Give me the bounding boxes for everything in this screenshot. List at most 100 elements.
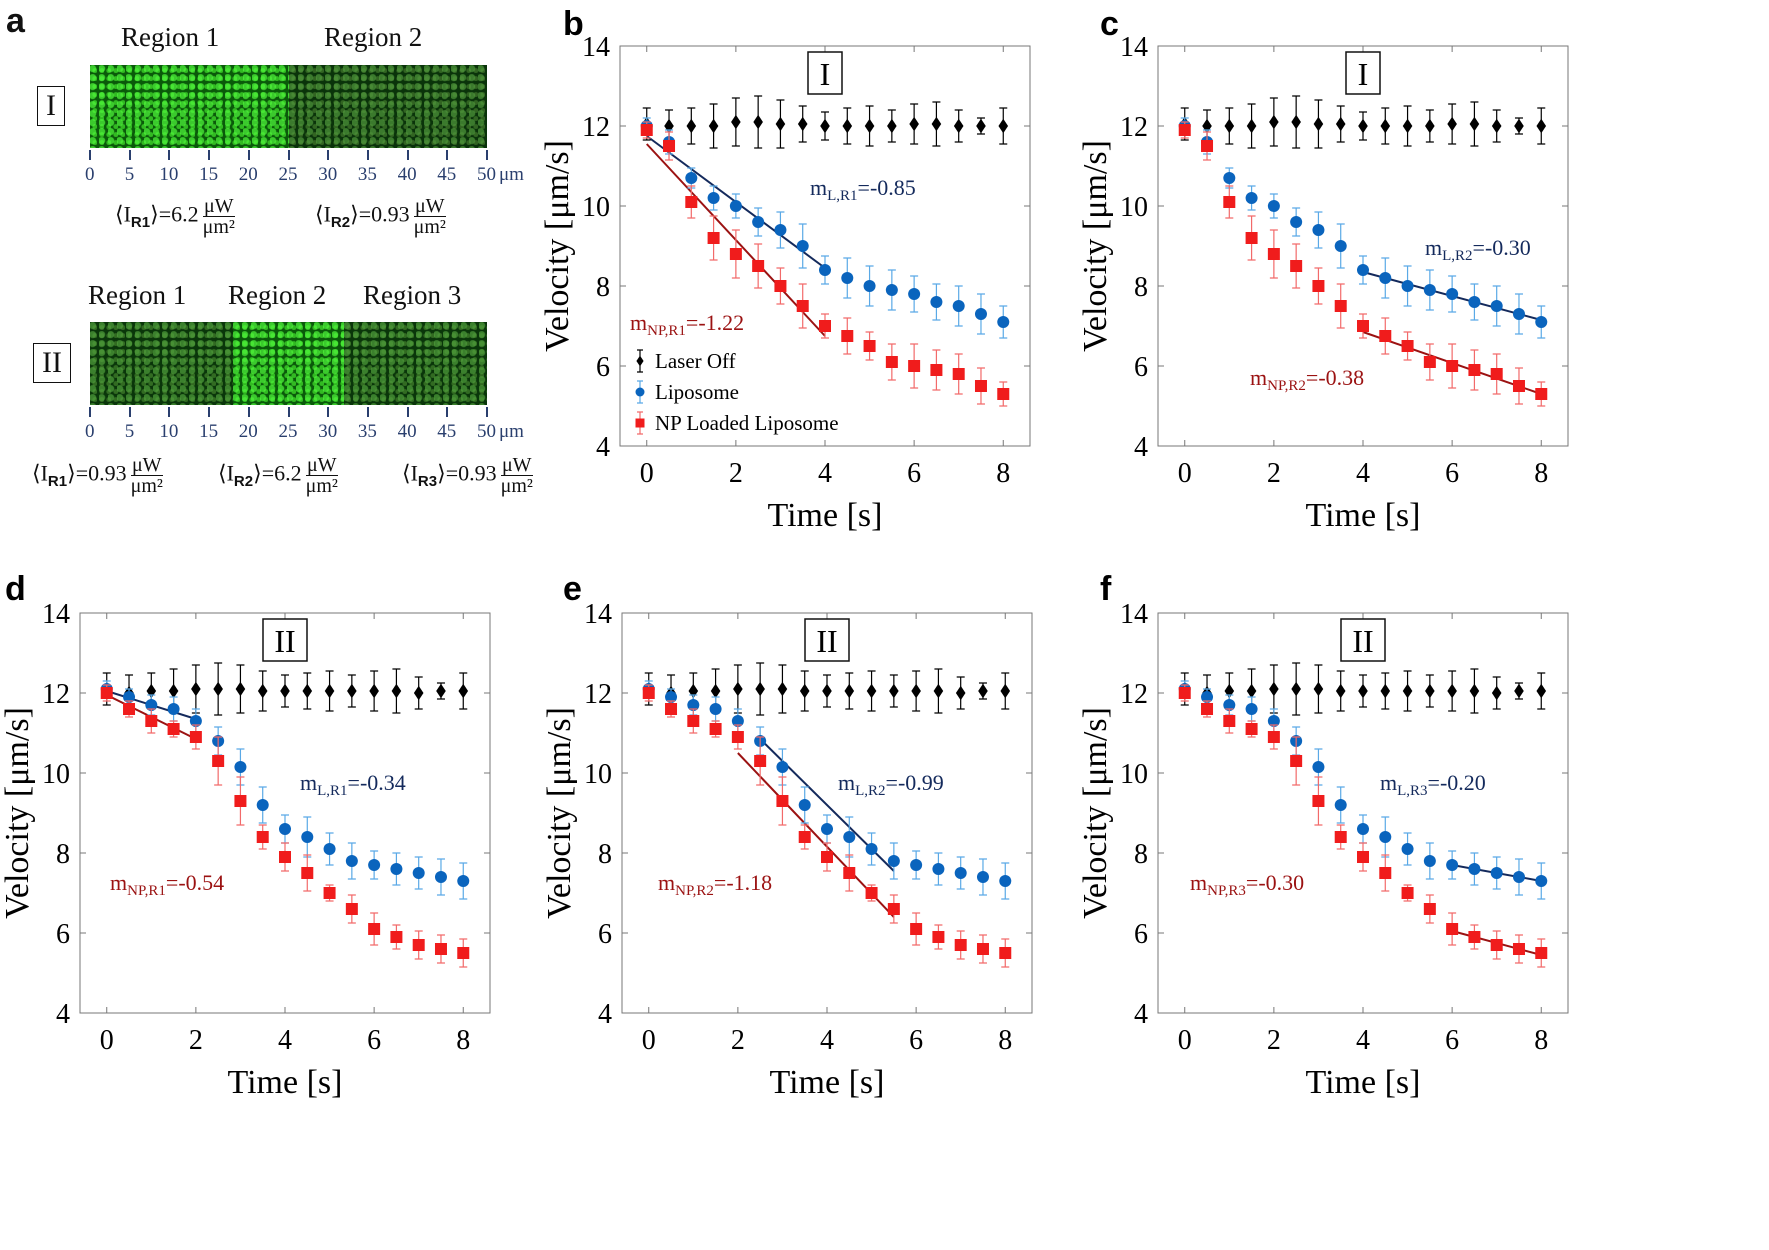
data-point — [752, 216, 765, 228]
data-point — [997, 316, 1010, 328]
y-axis-label: Velocity [μm/s] — [0, 707, 36, 919]
data-point — [775, 116, 786, 132]
y-tick-label: 4 — [56, 999, 70, 1030]
scale-tick-label: 40 — [397, 421, 417, 442]
inset-label-box — [262, 618, 308, 662]
data-point — [1202, 118, 1212, 134]
series-square — [640, 121, 1010, 407]
slope-symbol: m — [838, 770, 855, 795]
scale-tick — [287, 407, 290, 417]
data-point — [323, 843, 336, 855]
slope-value: =-0.30 — [1246, 870, 1304, 895]
x-tick-label: 4 — [820, 1025, 834, 1056]
x-tick-label: 2 — [189, 1025, 203, 1056]
data-point — [280, 683, 290, 699]
data-point — [707, 232, 720, 244]
data-point — [1490, 939, 1503, 951]
data-point — [301, 867, 314, 879]
chart-panel-f: f 0 2 4 6 8 4 6 8 10 12 14 Time [s] Velocity [μm/s] II… — [1077, 570, 1569, 1101]
slope-symbol: m — [1380, 770, 1397, 795]
data-point — [1402, 683, 1413, 699]
fluorescence-image-region — [288, 65, 487, 148]
series-square — [642, 684, 1012, 968]
data-point — [887, 118, 897, 134]
y-tick-label: 8 — [1134, 839, 1148, 870]
data-point — [864, 118, 875, 134]
data-point — [1291, 681, 1301, 697]
x-axis-label: Time [s] — [1306, 1064, 1421, 1101]
scale-tick — [128, 150, 131, 160]
data-point — [1357, 851, 1369, 863]
data-point — [844, 683, 855, 699]
data-point — [796, 300, 809, 312]
data-point — [974, 308, 987, 320]
data-point — [1290, 755, 1303, 767]
slope-value: =-0.99 — [886, 770, 944, 795]
data-point — [1402, 118, 1413, 134]
data-point — [687, 699, 700, 711]
data-point — [1512, 380, 1525, 392]
data-point — [729, 200, 742, 212]
data-point — [412, 939, 425, 951]
slope-subscript: NP,R2 — [1267, 378, 1306, 394]
data-point — [640, 124, 653, 136]
row-label-II: II — [33, 343, 71, 383]
chart-panel-b: b 0 2 4 6 8 4 6 8 10 12 14 Time [s] Velocity [μm/s] Im… — [539, 5, 1031, 534]
intensity-unit: μW μm² — [202, 196, 235, 238]
intensity-pre: ⟨I — [115, 201, 131, 227]
data-point — [368, 923, 381, 935]
data-point — [1334, 240, 1347, 252]
slope-subscript: NP,R3 — [1207, 883, 1246, 899]
data-point — [412, 867, 425, 879]
scale-tick-label: 10 — [159, 421, 179, 442]
slope-subscript: L,R1 — [827, 188, 857, 204]
panel-letter: d — [5, 570, 26, 608]
data-point — [368, 859, 381, 871]
x-axis-label: Time [s] — [768, 497, 883, 534]
data-point — [822, 683, 832, 699]
x-tick-label: 0 — [1178, 458, 1192, 489]
data-point — [145, 699, 158, 711]
data-point — [1512, 871, 1525, 883]
scale-tick-label: 25 — [278, 164, 298, 185]
intensity-label: ⟨IR3⟩=0.93 μW μm² — [402, 455, 533, 496]
unit-denominator: μm² — [202, 216, 235, 238]
plot-frame — [1157, 612, 1569, 1014]
x-axis-label: Time [s] — [228, 1064, 343, 1101]
data-point — [955, 685, 966, 701]
y-tick-label: 14 — [1120, 599, 1148, 630]
series-square — [100, 684, 470, 968]
scale-tick — [287, 150, 290, 160]
data-point — [799, 683, 810, 699]
y-tick-label: 10 — [582, 192, 610, 223]
slope-label: mL,R2=-0.30 — [1425, 235, 1531, 264]
scale-tick — [406, 407, 409, 417]
y-tick-label: 10 — [42, 759, 70, 790]
panel-letter-a: a — [6, 2, 25, 40]
x-tick-label: 8 — [1534, 1025, 1548, 1056]
data-point — [301, 831, 314, 843]
unit-numerator: μW — [130, 454, 163, 476]
data-point — [974, 380, 987, 392]
scale-tick-label: 35 — [357, 164, 377, 185]
data-point — [257, 683, 268, 699]
legend-marker — [635, 418, 645, 428]
data-point — [100, 687, 113, 699]
data-point — [189, 731, 202, 743]
x-tick-label: 0 — [1178, 1025, 1192, 1056]
intensity-pre: ⟨I — [402, 460, 418, 486]
scale-tick-label: 15 — [199, 164, 219, 185]
data-point — [1425, 118, 1435, 134]
data-point — [369, 683, 379, 699]
data-point — [1267, 200, 1280, 212]
y-tick-label: 6 — [596, 352, 610, 383]
inset-label: II — [1352, 623, 1373, 659]
data-point — [1379, 272, 1392, 284]
slope-subscript: L,R2 — [1442, 248, 1472, 264]
data-point — [710, 683, 721, 699]
data-point — [1535, 316, 1548, 328]
slope-value: =-0.85 — [858, 175, 916, 200]
slope-label: mL,R1=-0.34 — [300, 770, 406, 799]
intensity-unit: μW μm² — [130, 454, 163, 496]
x-tick-label: 6 — [367, 1025, 381, 1056]
